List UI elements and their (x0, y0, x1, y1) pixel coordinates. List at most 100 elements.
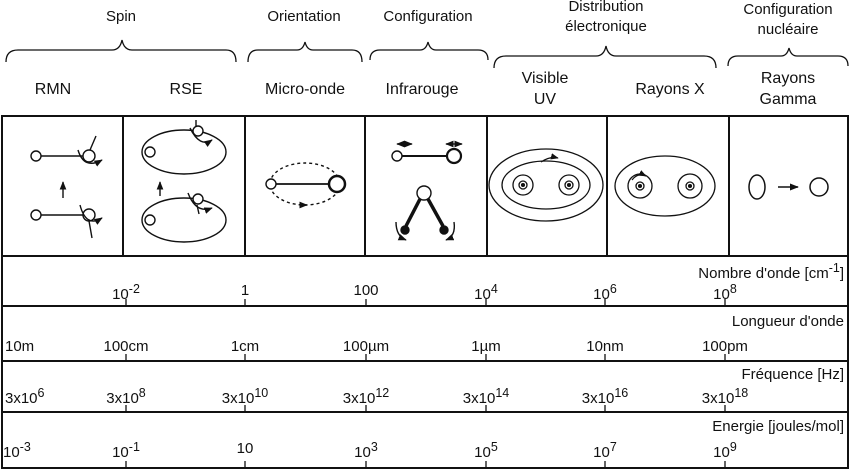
energy-tick: 107 (593, 440, 617, 461)
frequency-tick: 3x1012 (343, 386, 389, 407)
tick-exponent: -2 (128, 282, 140, 296)
region-micro-onde: Micro-onde (264, 81, 346, 98)
scale-wavenumber-title: Nombre d'onde [cm-1] (698, 261, 844, 282)
tick-exponent: 10 (254, 386, 269, 400)
category-nuclear-line1: Configuration (743, 1, 833, 18)
tick-base: 1 (240, 282, 250, 299)
scale-wavelength-title: Longueur d'onde (731, 313, 844, 330)
panel-micro-illustration (265, 162, 347, 209)
category-distribution-line2: électronique (565, 18, 647, 35)
frequency-tick: 3x1018 (702, 386, 748, 407)
tick-exponent: 3 (370, 440, 378, 454)
tick-base: 10 (593, 286, 610, 303)
tick-base: 3x10 (701, 390, 735, 407)
energy-tick: 103 (354, 440, 378, 461)
region-visible-uv: Visible UV (522, 68, 569, 110)
wavelength-tick: 100cm (103, 338, 149, 355)
wavelength-tick: 1µm (471, 338, 501, 355)
tick-base: 3x10 (221, 390, 255, 407)
table-frame (1, 115, 849, 469)
tick-base: 10 (593, 444, 610, 461)
wavenumber-tick: 104 (474, 282, 498, 303)
wavenumber-title-text: Nombre d'onde [cm (698, 265, 829, 282)
brace-configuration (369, 41, 489, 61)
panel-dividers (122, 116, 730, 256)
wavenumber-tick: 108 (713, 282, 737, 303)
region-uv-line: UV (533, 91, 557, 108)
wavenumber-tick: 10-2 (112, 282, 140, 303)
tick-exponent: 14 (495, 386, 510, 400)
tick-exponent: -3 (19, 440, 31, 454)
tick-base: 3x10 (342, 390, 376, 407)
tick-base: 10 (3, 444, 20, 461)
panel-rse-illustration (141, 120, 227, 243)
tick-exponent: 9 (729, 440, 737, 454)
region-gamma-line1: Rayons (760, 70, 816, 87)
brace-nuclear (727, 47, 849, 67)
category-distribution-line1: Distribution (568, 0, 644, 15)
panel-ir-illustration (391, 140, 463, 241)
tick-base: 10 (713, 444, 730, 461)
tick-base: 3x10 (462, 390, 496, 407)
region-rayons-x: Rayons X (635, 81, 705, 98)
category-orientation: Orientation (267, 8, 341, 25)
panel-visuv-illustration (488, 148, 604, 222)
wavelength-tick: 100pm (702, 338, 748, 355)
wavelength-tick: 100µm (342, 338, 390, 355)
tick-exponent: 7 (609, 440, 617, 454)
energy-tick: 10 (237, 440, 254, 457)
scale-tick-marks (125, 299, 726, 468)
energy-tick: 105 (474, 440, 498, 461)
tick-exponent: 16 (614, 386, 629, 400)
frequency-tick: 3x106 (5, 386, 44, 407)
region-gamma-line2: Gamma (759, 91, 817, 108)
frequency-tick: 3x1010 (222, 386, 268, 407)
tick-base: 100 (353, 282, 379, 299)
wavenumber-tick: 100 (353, 282, 378, 299)
tick-exponent: -1 (128, 440, 140, 454)
tick-base: 10 (112, 286, 129, 303)
category-configuration: Configuration (383, 8, 473, 25)
category-nuclear: Configuration nucléaire (743, 0, 832, 40)
frequency-tick: 3x108 (106, 386, 145, 407)
tick-base: 3x10 (581, 390, 615, 407)
category-nuclear-line2: nucléaire (757, 21, 819, 38)
tick-base: 10 (713, 286, 730, 303)
brace-spin (5, 39, 237, 63)
energy-tick: 10-3 (3, 440, 31, 461)
wavenumber-title-sup: -1 (828, 261, 840, 275)
region-rayons-gamma: Rayons Gamma (760, 68, 817, 110)
region-rmn: RMN (34, 81, 72, 98)
tick-exponent: 12 (375, 386, 390, 400)
scale-energy-title: Energie [joules/mol] (712, 418, 844, 435)
tick-exponent: 8 (138, 386, 146, 400)
panel-xray-illustration (614, 155, 716, 217)
energy-tick: 10-1 (112, 440, 140, 461)
tick-base: 10 (474, 286, 491, 303)
frequency-tick: 3x1016 (582, 386, 628, 407)
tick-base: 10 (354, 444, 371, 461)
wavelength-tick: 1cm (230, 338, 260, 355)
wavenumber-tick: 106 (593, 282, 617, 303)
scale-frequency-title: Fréquence [Hz] (741, 366, 844, 383)
category-braces (5, 39, 849, 69)
region-infrarouge: Infrarouge (385, 81, 459, 98)
tick-base: 10 (474, 444, 491, 461)
wavelength-tick: 10m (5, 338, 35, 355)
wavelength-tick: 10nm (586, 338, 624, 355)
tick-base: 10 (112, 444, 129, 461)
tick-base: 3x10 (5, 390, 38, 407)
category-spin: Spin (105, 8, 137, 25)
tick-exponent: 5 (490, 440, 498, 454)
tick-exponent: 8 (729, 282, 737, 296)
wavenumber-title-end: ] (839, 265, 844, 282)
tick-exponent: 6 (609, 282, 617, 296)
frequency-tick: 3x1014 (463, 386, 509, 407)
region-rse: RSE (169, 81, 203, 98)
category-distribution: Distribution électronique (565, 0, 647, 37)
tick-exponent: 6 (37, 386, 45, 400)
panel-gamma-illustration (748, 174, 829, 200)
region-visible-line: Visible (521, 70, 569, 87)
panel-rmn-illustration (30, 135, 103, 239)
wavenumber-tick: 1 (241, 282, 249, 299)
